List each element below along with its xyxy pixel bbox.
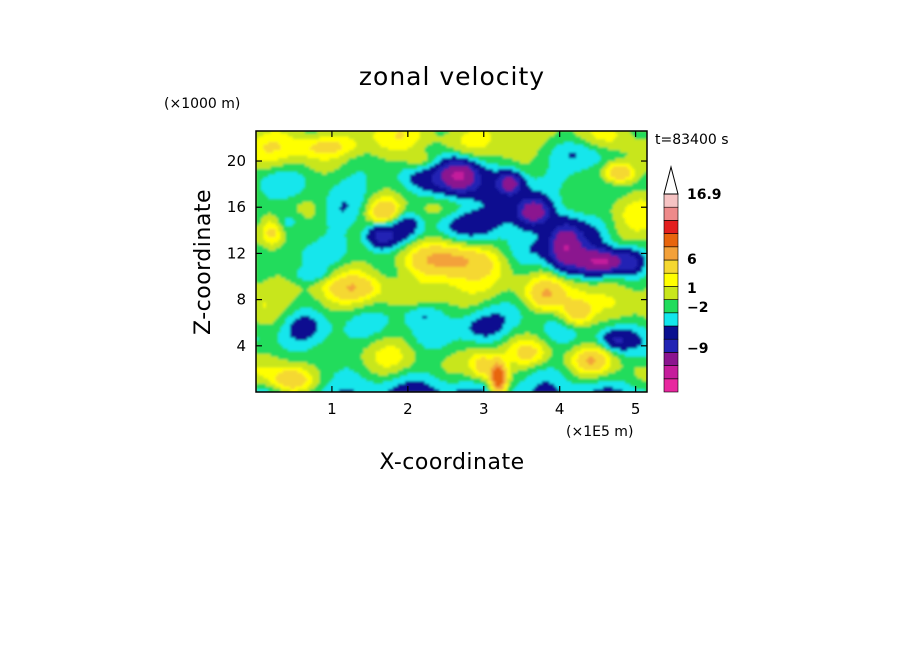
x-unit-label: (×1E5 m) (566, 424, 633, 440)
x-tick-label: 3 (479, 400, 489, 418)
colorbar-segment (663, 286, 679, 300)
y-tick-label: 8 (236, 291, 246, 309)
x-axis-title: X-coordinate (379, 450, 524, 475)
colorbar-segment (663, 246, 679, 261)
x-tick-label: 2 (403, 400, 413, 418)
y-tick-label: 12 (227, 244, 246, 262)
colorbar: 16.9 6 1 −2 −9 (663, 165, 722, 393)
colorbar-segment (663, 365, 679, 380)
y-tick-label: 16 (227, 198, 246, 216)
y-tick-label: 20 (227, 152, 246, 170)
colorbar-segment (663, 193, 679, 208)
heatmap-field (256, 131, 647, 392)
colorbar-segment (663, 352, 679, 366)
colorbar-segment (663, 220, 679, 234)
chart-title: zonal velocity (359, 62, 545, 91)
colorbar-segment (663, 272, 679, 287)
x-tick-label: 5 (631, 400, 641, 418)
colorbar-segment (663, 312, 679, 327)
time-label: t=83400 s (655, 132, 729, 148)
colorbar-extend-arrow (663, 165, 679, 195)
y-unit-label: (×1000 m) (164, 96, 240, 112)
y-axis-title: Z-coordinate (191, 189, 216, 335)
x-ticks: 1 2 3 4 5 (327, 131, 640, 418)
colorbar-label: −9 (687, 341, 708, 357)
colorbar-segment (663, 378, 679, 393)
colorbar-segment (663, 206, 679, 221)
colorbar-label: 6 (687, 252, 697, 268)
x-tick-label: 4 (555, 400, 565, 418)
colorbar-label: 1 (687, 281, 697, 297)
colorbar-segment (663, 299, 679, 314)
colorbar-segment (663, 325, 679, 340)
colorbar-label: 16.9 (687, 187, 722, 203)
colorbar-segment (663, 259, 679, 274)
plot-frame (255, 130, 648, 393)
x-tick-label: 1 (327, 400, 337, 418)
colorbar-segment (663, 233, 679, 248)
y-tick-label: 4 (236, 337, 246, 355)
colorbar-segment (663, 338, 679, 353)
colorbar-label: −2 (687, 300, 708, 316)
y-ticks: 4 8 12 16 20 (227, 152, 647, 355)
